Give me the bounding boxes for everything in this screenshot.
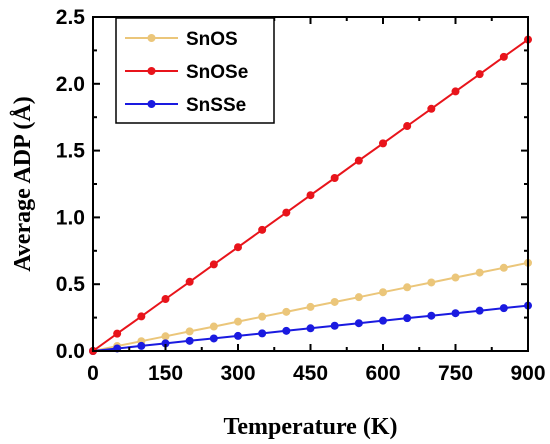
- data-point-SnSSe: [354, 319, 363, 328]
- x-tick-label: 150: [148, 362, 183, 385]
- data-point-SnOSe: [113, 329, 122, 338]
- data-point-SnSSe: [282, 326, 291, 335]
- data-point-SnSSe: [403, 314, 412, 323]
- data-point-SnOSe: [185, 277, 194, 286]
- data-point-SnSSe: [451, 309, 460, 318]
- data-point-SnSSe: [379, 316, 387, 325]
- data-point-SnOSe: [306, 191, 315, 200]
- data-point-SnOSe: [209, 260, 218, 269]
- data-point-SnOS: [475, 268, 484, 277]
- y-tick-label: 0.0: [56, 340, 85, 363]
- data-point-SnOS: [209, 322, 218, 331]
- data-point-SnOSe: [282, 208, 291, 217]
- data-point-SnSSe: [258, 329, 267, 338]
- legend-marker-SnSSe: [147, 100, 156, 108]
- legend-label-SnSSe: SnSSe: [186, 95, 246, 116]
- x-tick-label: 300: [220, 362, 255, 385]
- data-point-SnOSe: [475, 70, 484, 79]
- legend-label-SnOSe: SnOSe: [186, 62, 248, 83]
- data-point-SnSSe: [306, 324, 315, 333]
- data-point-SnOS: [185, 327, 194, 336]
- data-point-SnSSe: [137, 341, 146, 350]
- y-tick-label: 1.0: [56, 206, 85, 229]
- data-point-SnOS: [403, 283, 412, 292]
- data-point-SnOSe: [234, 243, 242, 252]
- data-point-SnSSe: [161, 339, 170, 348]
- data-point-SnSSe: [427, 311, 436, 320]
- data-point-SnOS: [234, 317, 242, 326]
- x-tick-label: 900: [510, 362, 545, 385]
- x-tick-label: 0: [87, 362, 99, 385]
- y-tick-label: 2.5: [56, 6, 86, 29]
- y-axis-title: Average ADP (Å): [10, 96, 36, 272]
- x-tick-label: 600: [365, 362, 400, 385]
- data-point-SnOS: [258, 312, 267, 321]
- data-point-SnOSe: [137, 312, 146, 321]
- data-point-SnOS: [354, 293, 363, 302]
- series-SnOSe: [89, 35, 532, 355]
- data-point-SnOS: [427, 278, 436, 287]
- data-point-SnOS: [161, 332, 170, 341]
- data-point-SnOSe: [354, 156, 363, 165]
- data-point-SnOSe: [427, 104, 436, 113]
- x-tick-label: 750: [438, 362, 473, 385]
- data-point-SnOSe: [330, 173, 339, 182]
- data-point-SnSSe: [185, 336, 194, 345]
- legend-marker-SnOSe: [147, 67, 156, 75]
- legend-label-SnOS: SnOS: [186, 29, 238, 50]
- data-point-SnOS: [330, 297, 339, 306]
- series-SnOS: [89, 258, 532, 355]
- legend-marker-SnOS: [147, 34, 156, 42]
- data-point-SnSSe: [475, 306, 484, 315]
- data-point-SnOS: [451, 273, 460, 282]
- data-point-SnOSe: [499, 52, 508, 61]
- data-point-SnSSe: [330, 321, 339, 330]
- data-point-SnOSe: [379, 139, 387, 148]
- data-point-SnOS: [379, 288, 387, 297]
- y-tick-label: 0.5: [56, 273, 86, 296]
- axis-ticks: 0 150 300 450 600 750 900 0.0 0.5 1.0 1.5 2.0 2.5: [56, 6, 546, 385]
- data-point-SnOS: [499, 263, 508, 272]
- data-point-SnOS: [306, 302, 315, 311]
- y-tick-label: 1.5: [56, 140, 86, 163]
- x-tick-label: 450: [293, 362, 328, 385]
- data-point-SnOSe: [258, 225, 267, 234]
- series-layer: [89, 35, 532, 355]
- data-point-SnOSe: [161, 295, 170, 304]
- x-axis-title: Temperature (K): [224, 414, 398, 440]
- data-point-SnSSe: [499, 304, 508, 313]
- legend: SnOS SnOSe SnSSe: [115, 17, 275, 124]
- data-point-SnOSe: [451, 87, 460, 96]
- data-point-SnOS: [282, 307, 291, 316]
- data-point-SnOSe: [403, 122, 412, 131]
- data-point-SnSSe: [209, 334, 218, 343]
- data-point-SnSSe: [234, 331, 242, 340]
- series-SnSSe: [89, 301, 532, 355]
- y-tick-label: 2.0: [56, 73, 85, 96]
